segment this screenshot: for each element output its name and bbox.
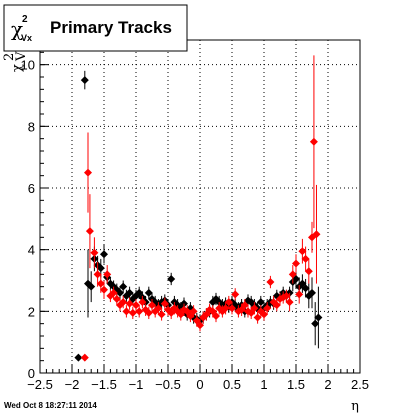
data-point xyxy=(224,298,233,307)
tick-label-layer: −2.5 −2 −1.5 −1 −0.5 0 0.5 1 1.5 2 2.5 0 2 4 6 8 10 xyxy=(21,58,370,392)
data-point xyxy=(212,311,220,320)
data-point xyxy=(87,282,96,291)
data-point xyxy=(288,270,297,279)
x-axis-label: η xyxy=(351,399,359,414)
data-point xyxy=(119,298,128,307)
data-point xyxy=(132,301,140,310)
y-tick-label: 8 xyxy=(28,119,35,134)
data-point xyxy=(231,290,240,299)
title-superscript: 2 xyxy=(22,14,28,25)
timestamp: Wed Oct 8 18:27:11 2014 xyxy=(4,401,97,410)
title-subscript: Vx xyxy=(21,33,32,43)
data-point xyxy=(125,288,134,297)
y-tick-label: 0 xyxy=(28,366,35,381)
data-point xyxy=(285,298,294,307)
data-point xyxy=(93,270,102,279)
data-point xyxy=(250,304,259,313)
series-layer xyxy=(74,55,323,362)
data-point xyxy=(272,301,281,310)
data-point xyxy=(301,284,310,293)
data-point xyxy=(135,307,144,316)
data-point xyxy=(74,353,83,362)
data-point xyxy=(167,274,176,283)
data-point xyxy=(138,298,147,307)
x-tick-label: 2.5 xyxy=(351,377,369,392)
data-point xyxy=(228,304,236,313)
x-tick-label: 0 xyxy=(196,377,203,392)
series-1 xyxy=(80,55,321,362)
x-tick-label: −2.5 xyxy=(27,377,53,392)
x-tick-label: −0.5 xyxy=(155,377,181,392)
data-point xyxy=(109,288,118,297)
data-point xyxy=(125,299,134,308)
data-point xyxy=(80,76,89,85)
data-point xyxy=(260,310,268,319)
data-point xyxy=(312,230,321,239)
data-point xyxy=(157,310,166,319)
chart-title-box: χ 2 Vx Primary Tracks xyxy=(3,4,188,52)
data-point xyxy=(308,288,316,297)
data-point xyxy=(253,313,262,322)
y-tick-label: 10 xyxy=(21,58,35,73)
plot-frame xyxy=(39,39,361,374)
svg-text:χ: χ xyxy=(10,64,25,72)
data-point xyxy=(256,298,265,307)
x-tick-label: −1 xyxy=(129,377,144,392)
data-point xyxy=(144,288,153,297)
data-point xyxy=(100,250,108,259)
data-point xyxy=(301,254,310,263)
svg-text:2: 2 xyxy=(2,53,17,61)
data-point xyxy=(96,264,105,273)
data-point xyxy=(148,301,156,310)
data-point xyxy=(292,259,300,268)
title-box-border xyxy=(3,4,188,52)
x-tick-label: −2 xyxy=(65,377,80,392)
data-point xyxy=(309,137,318,146)
x-tick-label: 1.5 xyxy=(287,377,305,392)
data-point xyxy=(103,270,112,279)
x-tick-label: 1 xyxy=(260,377,267,392)
data-point xyxy=(304,267,313,276)
data-point xyxy=(295,290,304,299)
y-tick-label: 2 xyxy=(28,304,35,319)
data-point xyxy=(119,282,128,291)
data-point xyxy=(240,301,249,310)
x-tick-label: 0.5 xyxy=(223,377,241,392)
data-point xyxy=(154,304,163,313)
data-point xyxy=(80,353,89,362)
data-point xyxy=(96,279,105,288)
data-point xyxy=(311,319,320,328)
data-point xyxy=(90,248,99,257)
data-point xyxy=(196,321,204,330)
title-symbol: χ xyxy=(11,17,23,41)
data-point xyxy=(100,285,108,294)
grid-layer xyxy=(40,40,360,373)
data-point xyxy=(116,288,124,297)
data-point xyxy=(122,307,131,316)
data-point xyxy=(84,168,92,177)
data-point xyxy=(263,304,272,313)
data-point xyxy=(266,278,275,287)
data-point xyxy=(189,307,198,316)
data-point xyxy=(221,304,230,313)
data-point xyxy=(160,299,169,308)
data-point xyxy=(128,308,137,317)
data-point xyxy=(298,247,307,256)
data-point xyxy=(85,227,94,236)
data-point xyxy=(144,308,153,317)
data-point xyxy=(112,295,121,303)
x-tick-label: 2 xyxy=(324,377,331,392)
y-tick-label: 4 xyxy=(28,243,35,258)
y-tick-label: 6 xyxy=(28,181,35,196)
x-tick-label: −1.5 xyxy=(91,377,117,392)
data-point xyxy=(282,291,291,300)
data-point xyxy=(314,313,323,322)
chart-title: Primary Tracks xyxy=(50,18,172,37)
